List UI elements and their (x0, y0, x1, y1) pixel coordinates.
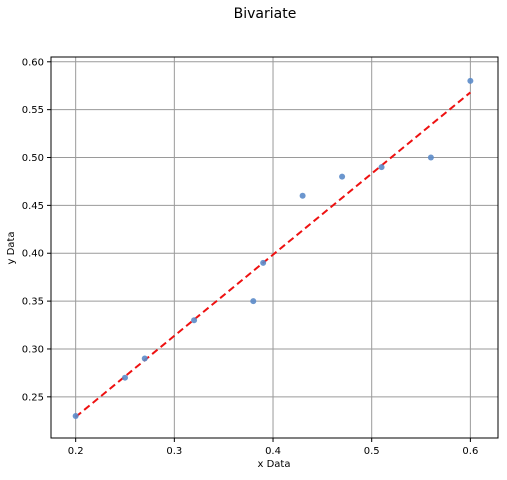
y-tick-label: 0.40 (22, 249, 44, 260)
chart-title: Bivariate (234, 6, 297, 22)
data-point (250, 298, 257, 305)
data-point (260, 259, 267, 266)
data-point (122, 374, 129, 381)
data-point (427, 154, 434, 161)
x-tick-label: 0.2 (68, 446, 84, 457)
x-axis-label: x Data (258, 459, 291, 470)
x-tick-label: 0.5 (364, 446, 380, 457)
y-tick-label: 0.50 (22, 153, 44, 164)
y-axis-ticks: 0.25 0.30 0.35 0.40 0.45 0.50 0.55 0.60 (22, 57, 51, 403)
y-tick-label: 0.30 (22, 344, 44, 355)
data-point (191, 317, 198, 324)
data-points (72, 77, 474, 419)
y-tick-label: 0.45 (22, 201, 44, 212)
y-tick-label: 0.55 (22, 105, 44, 116)
x-tick-label: 0.4 (265, 446, 281, 457)
data-point (378, 164, 385, 171)
y-tick-label: 0.60 (22, 57, 44, 68)
y-axis-label: y Data (6, 232, 17, 265)
data-point (467, 77, 474, 84)
data-point (72, 412, 79, 419)
fit-line-group (75, 91, 472, 418)
fit-line (75, 91, 472, 418)
x-axis-ticks: 0.2 0.3 0.4 0.5 0.6 (68, 438, 478, 457)
y-tick-label: 0.35 (22, 297, 44, 308)
grid-lines (51, 57, 498, 438)
data-point (299, 192, 306, 199)
x-tick-label: 0.3 (166, 446, 182, 457)
data-point (339, 173, 346, 180)
plot-frame (50, 56, 499, 439)
data-point (141, 355, 148, 362)
x-tick-label: 0.6 (462, 446, 478, 457)
y-tick-label: 0.25 (22, 392, 44, 403)
